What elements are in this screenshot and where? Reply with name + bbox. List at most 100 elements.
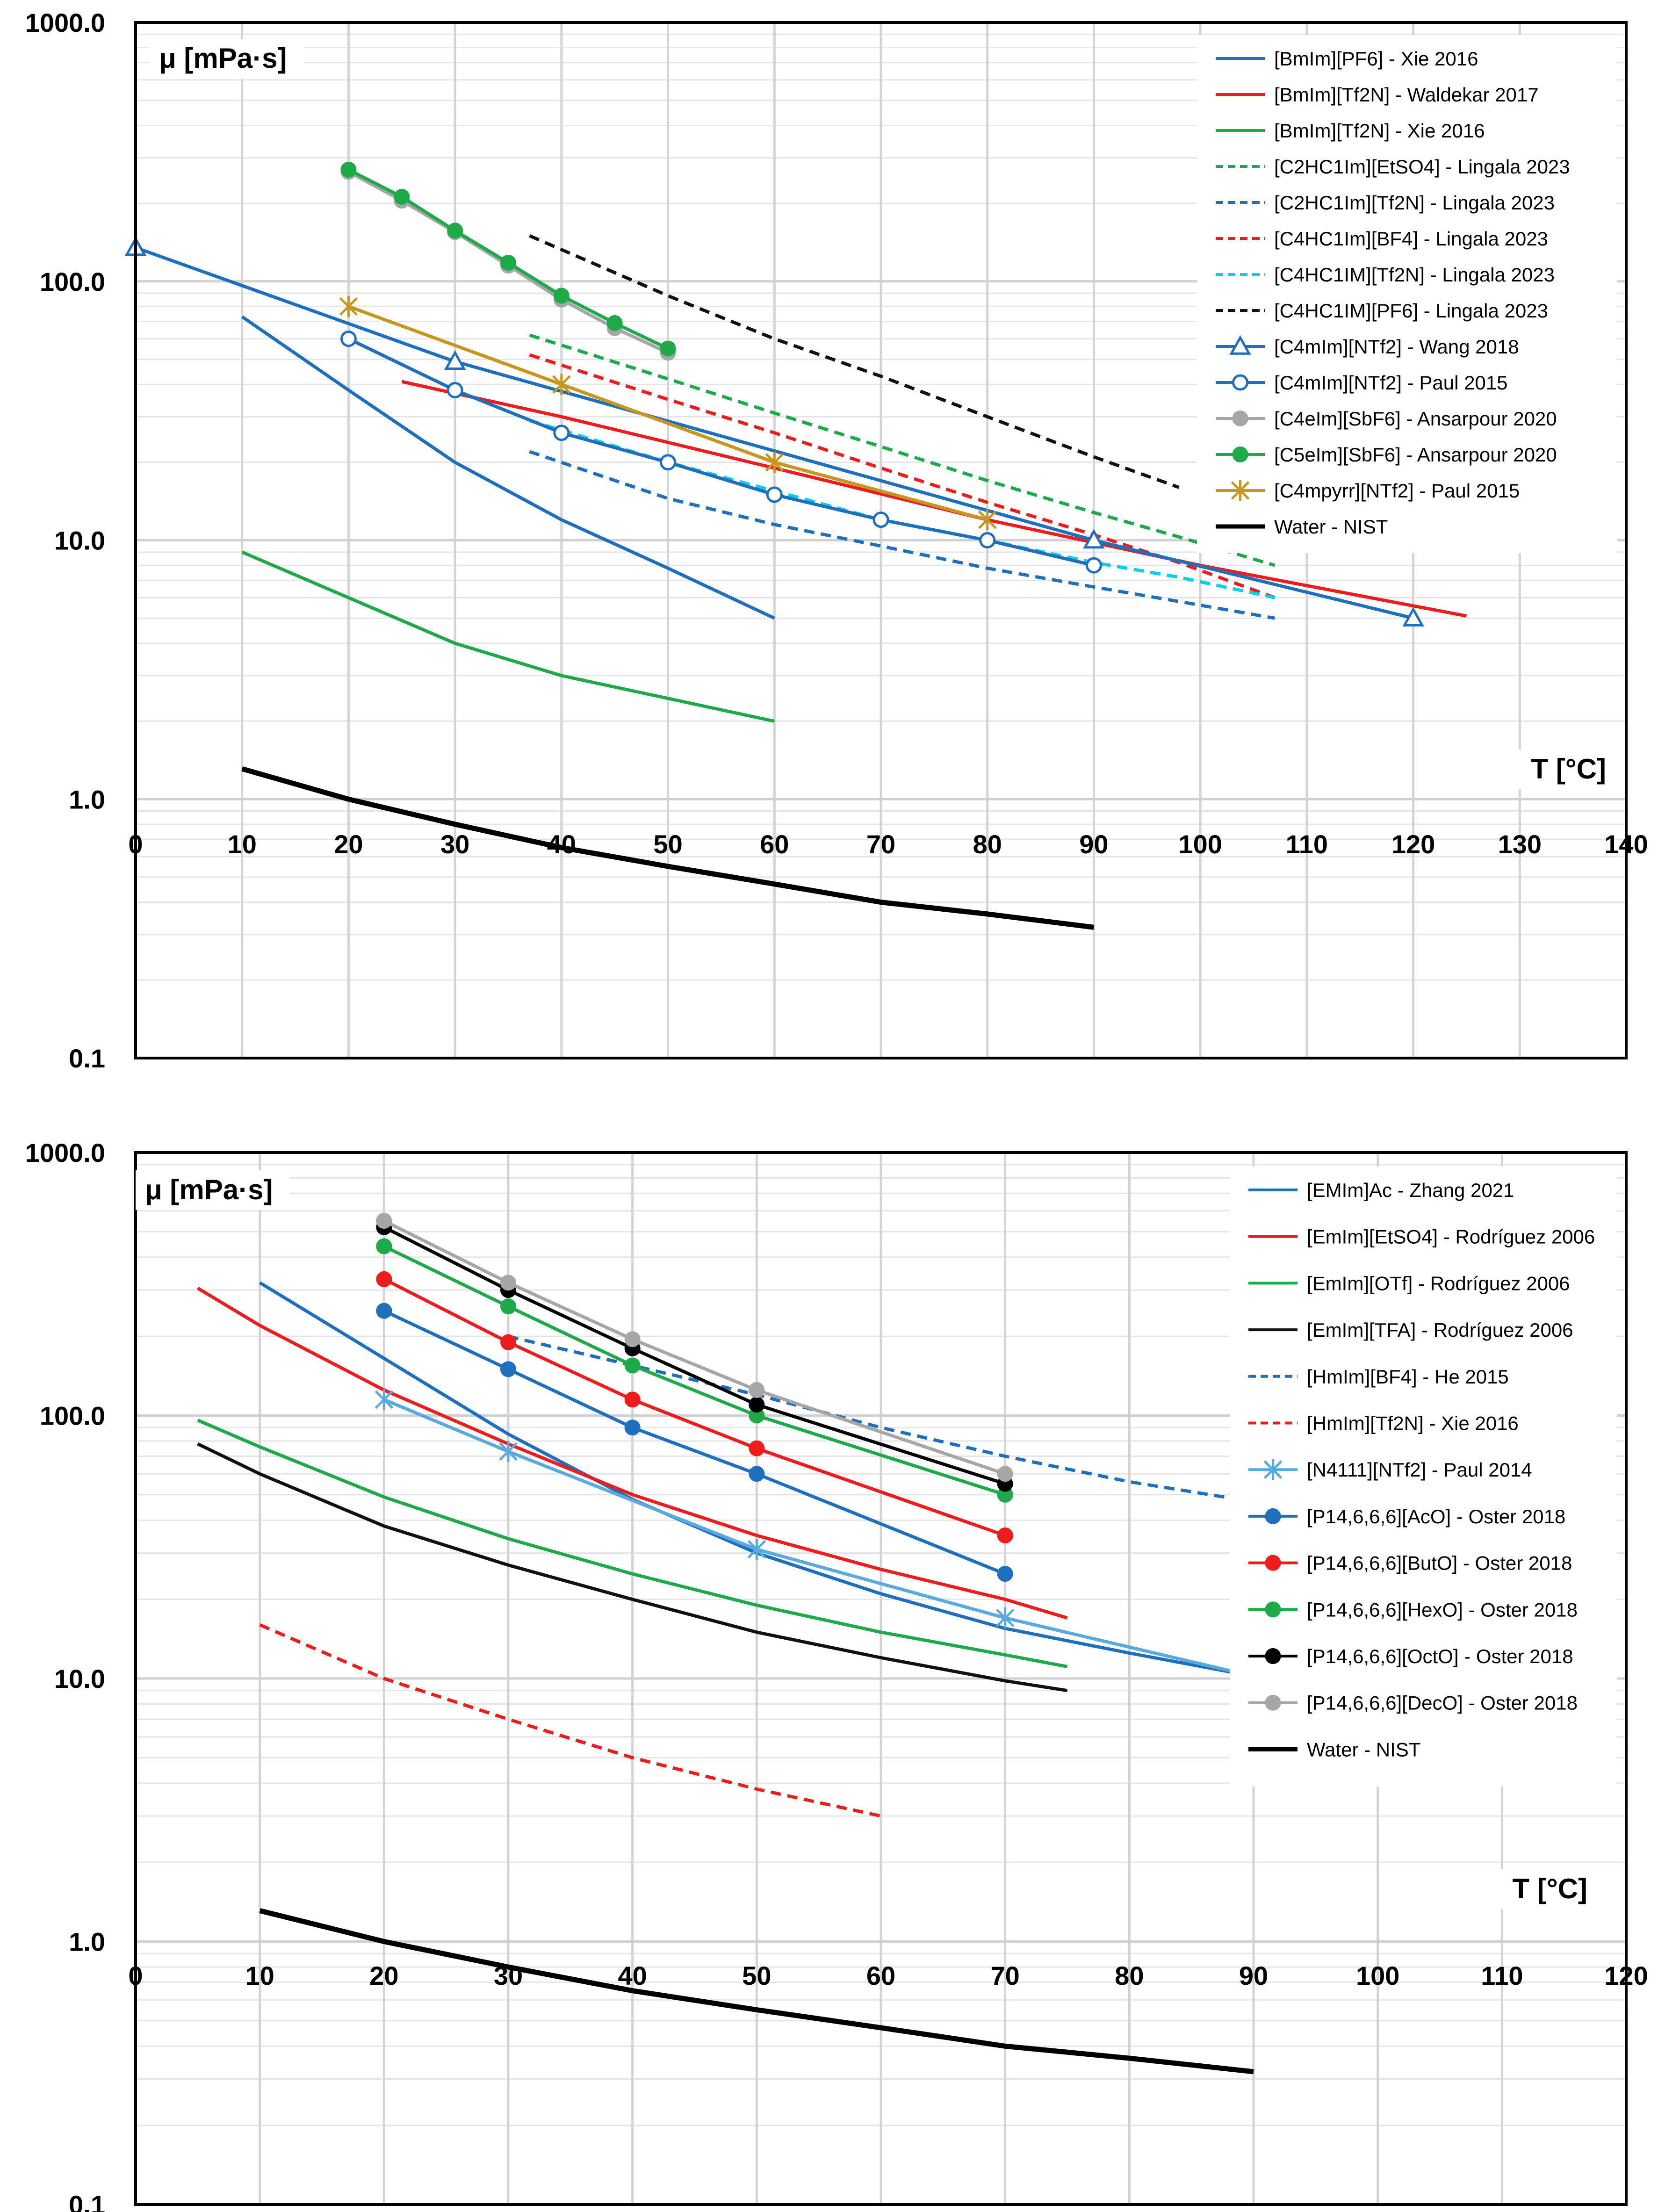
y-tick-label: 1.0 xyxy=(69,785,105,814)
y-tick-label: 0.1 xyxy=(69,2190,105,2212)
x-tick-label: 10 xyxy=(245,1961,274,1990)
x-tick-label: 80 xyxy=(973,829,1002,859)
data-point xyxy=(1083,529,1105,549)
legend-item: [C4HC1IM][PF6] - Lingala 2023 xyxy=(1216,300,1548,322)
data-point xyxy=(749,1440,765,1456)
legend-swatch-marker xyxy=(1265,1694,1281,1711)
series-line xyxy=(529,353,1276,599)
legend-label: [HmIm][Tf2N] - Xie 2016 xyxy=(1307,1412,1519,1434)
x-axis-title: T [°C] xyxy=(1531,753,1606,785)
x-tick-label: 70 xyxy=(991,1961,1020,1990)
legend-label: [EmIm][EtSO4] - Rodríguez 2006 xyxy=(1307,1226,1595,1248)
legend-label: [EmIm][TFA] - Rodríguez 2006 xyxy=(1307,1319,1573,1341)
data-point xyxy=(749,1382,765,1398)
legend-label: [BmIm][Tf2N] - Xie 2016 xyxy=(1274,120,1485,142)
x-tick-labels: 0 10 20 30 40 50 60 70 80 90 100 110 120 130 140 xyxy=(128,829,1648,859)
legend-label: [C4eIm][SbF6] - Ansarpour 2020 xyxy=(1274,408,1557,430)
y-tick-label: 10.0 xyxy=(54,526,105,555)
series-line xyxy=(241,315,775,620)
x-tick-label: 90 xyxy=(1079,829,1108,859)
legend-item: [C4eIm][SbF6] - Ansarpour 2020 xyxy=(1216,408,1557,430)
xlabel-background xyxy=(1515,749,1613,789)
y-tick-labels: 1000.0 100.0 10.0 1.0 0.1 xyxy=(25,1138,105,2212)
x-tick-label: 80 xyxy=(1115,1961,1144,1990)
data-point xyxy=(660,454,677,471)
legend-swatch-marker xyxy=(1232,374,1248,391)
data-point xyxy=(978,509,997,531)
data-point xyxy=(499,1441,518,1462)
data-point xyxy=(997,1566,1013,1582)
legend-item: [P14,6,6,6][DecO] - Oster 2018 xyxy=(1248,1692,1578,1714)
legend-label: [C4mIm][NTf2] - Paul 2015 xyxy=(1274,372,1508,394)
x-tick-label: 10 xyxy=(228,829,257,859)
series-10 xyxy=(376,1238,1013,1503)
series-12 xyxy=(340,161,676,357)
legend-item: [P14,6,6,6][AcO] - Oster 2018 xyxy=(1248,1506,1565,1528)
series-line xyxy=(529,234,1180,489)
series-9 xyxy=(376,1271,1013,1543)
legend-item: [HmIm][BF4] - He 2015 xyxy=(1248,1366,1509,1388)
data-point xyxy=(376,1238,392,1254)
series-6 xyxy=(529,353,1276,599)
legend-item: [C2HC1Im][Tf2N] - Lingala 2023 xyxy=(1216,192,1555,214)
y-axis-title: μ [mPa·s] xyxy=(159,43,287,74)
series-line xyxy=(348,305,988,522)
x-tick-label: 70 xyxy=(866,829,895,859)
data-point xyxy=(500,1334,516,1350)
x-tick-label: 20 xyxy=(334,829,363,859)
legend-label: [C2HC1Im][Tf2N] - Lingala 2023 xyxy=(1274,192,1555,214)
legend-box xyxy=(1230,1167,1617,1787)
data-point xyxy=(553,288,569,304)
legend-label: [C4mIm][NTf2] - Wang 2018 xyxy=(1274,336,1519,358)
legend-item: [BmIm][PF6] - Xie 2016 xyxy=(1216,48,1478,70)
data-point xyxy=(624,1357,641,1374)
x-axis-title: T [°C] xyxy=(1512,1873,1587,1904)
legend-swatch-marker xyxy=(1232,411,1248,426)
series-7 xyxy=(375,1389,1263,1687)
legend-item: [N4111][NTf2] - Paul 2014 xyxy=(1248,1459,1532,1481)
legend-item: [C5eIm][SbF6] - Ansarpour 2020 xyxy=(1216,444,1557,466)
legend-label: [C4HC1IM][PF6] - Lingala 2023 xyxy=(1274,300,1548,322)
legend-swatch-marker xyxy=(1231,480,1250,501)
x-tick-label: 90 xyxy=(1239,1961,1268,1990)
x-tick-label: 50 xyxy=(742,1961,771,1990)
ylabel-background xyxy=(150,39,304,79)
x-tick-label: 60 xyxy=(866,1961,895,1990)
series-4 xyxy=(197,1442,1068,1693)
x-tick-label: 40 xyxy=(618,1961,647,1990)
data-point xyxy=(765,452,784,473)
data-point xyxy=(624,1419,641,1436)
x-tick-label: 100 xyxy=(1178,829,1222,859)
y-tick-label: 1000.0 xyxy=(25,8,105,37)
data-point xyxy=(500,1361,516,1377)
legend-label: Water - NIST xyxy=(1274,516,1388,538)
data-point xyxy=(394,189,410,205)
data-point xyxy=(375,1389,394,1410)
legend-swatch-marker xyxy=(1265,1648,1281,1664)
series-8 xyxy=(529,234,1180,489)
data-point xyxy=(500,1275,516,1291)
series-6 xyxy=(259,1623,881,1818)
legend-item: [EMIm]Ac - Zhang 2021 xyxy=(1248,1179,1514,1201)
legend-item: [C4HC1IM][Tf2N] - Lingala 2023 xyxy=(1216,264,1555,286)
legend-label: [P14,6,6,6][OctO] - Oster 2018 xyxy=(1307,1645,1573,1667)
x-tick-label: 100 xyxy=(1356,1961,1399,1990)
legend-item: [C2HC1Im][EtSO4] - Lingala 2023 xyxy=(1216,156,1570,178)
series-line xyxy=(241,550,775,723)
series-10 xyxy=(340,331,1102,574)
legend-item: [C4mIm][NTf2] - Paul 2015 xyxy=(1216,372,1508,394)
data-point xyxy=(1085,557,1102,574)
data-point xyxy=(376,1213,392,1229)
data-point xyxy=(447,382,463,398)
legend-label: [C5eIm][SbF6] - Ansarpour 2020 xyxy=(1274,444,1557,466)
legend-label: Water - NIST xyxy=(1307,1738,1420,1760)
series-4 xyxy=(529,333,1276,567)
legend-label: [EMIm]Ac - Zhang 2021 xyxy=(1307,1179,1514,1201)
data-point xyxy=(500,254,516,271)
data-point xyxy=(376,1303,392,1319)
legend-item: [C4HC1Im][BF4] - Lingala 2023 xyxy=(1216,228,1548,250)
x-tick-label: 20 xyxy=(369,1961,398,1990)
legend-item: [EmIm][OTf] - Rodríguez 2006 xyxy=(1248,1272,1570,1294)
